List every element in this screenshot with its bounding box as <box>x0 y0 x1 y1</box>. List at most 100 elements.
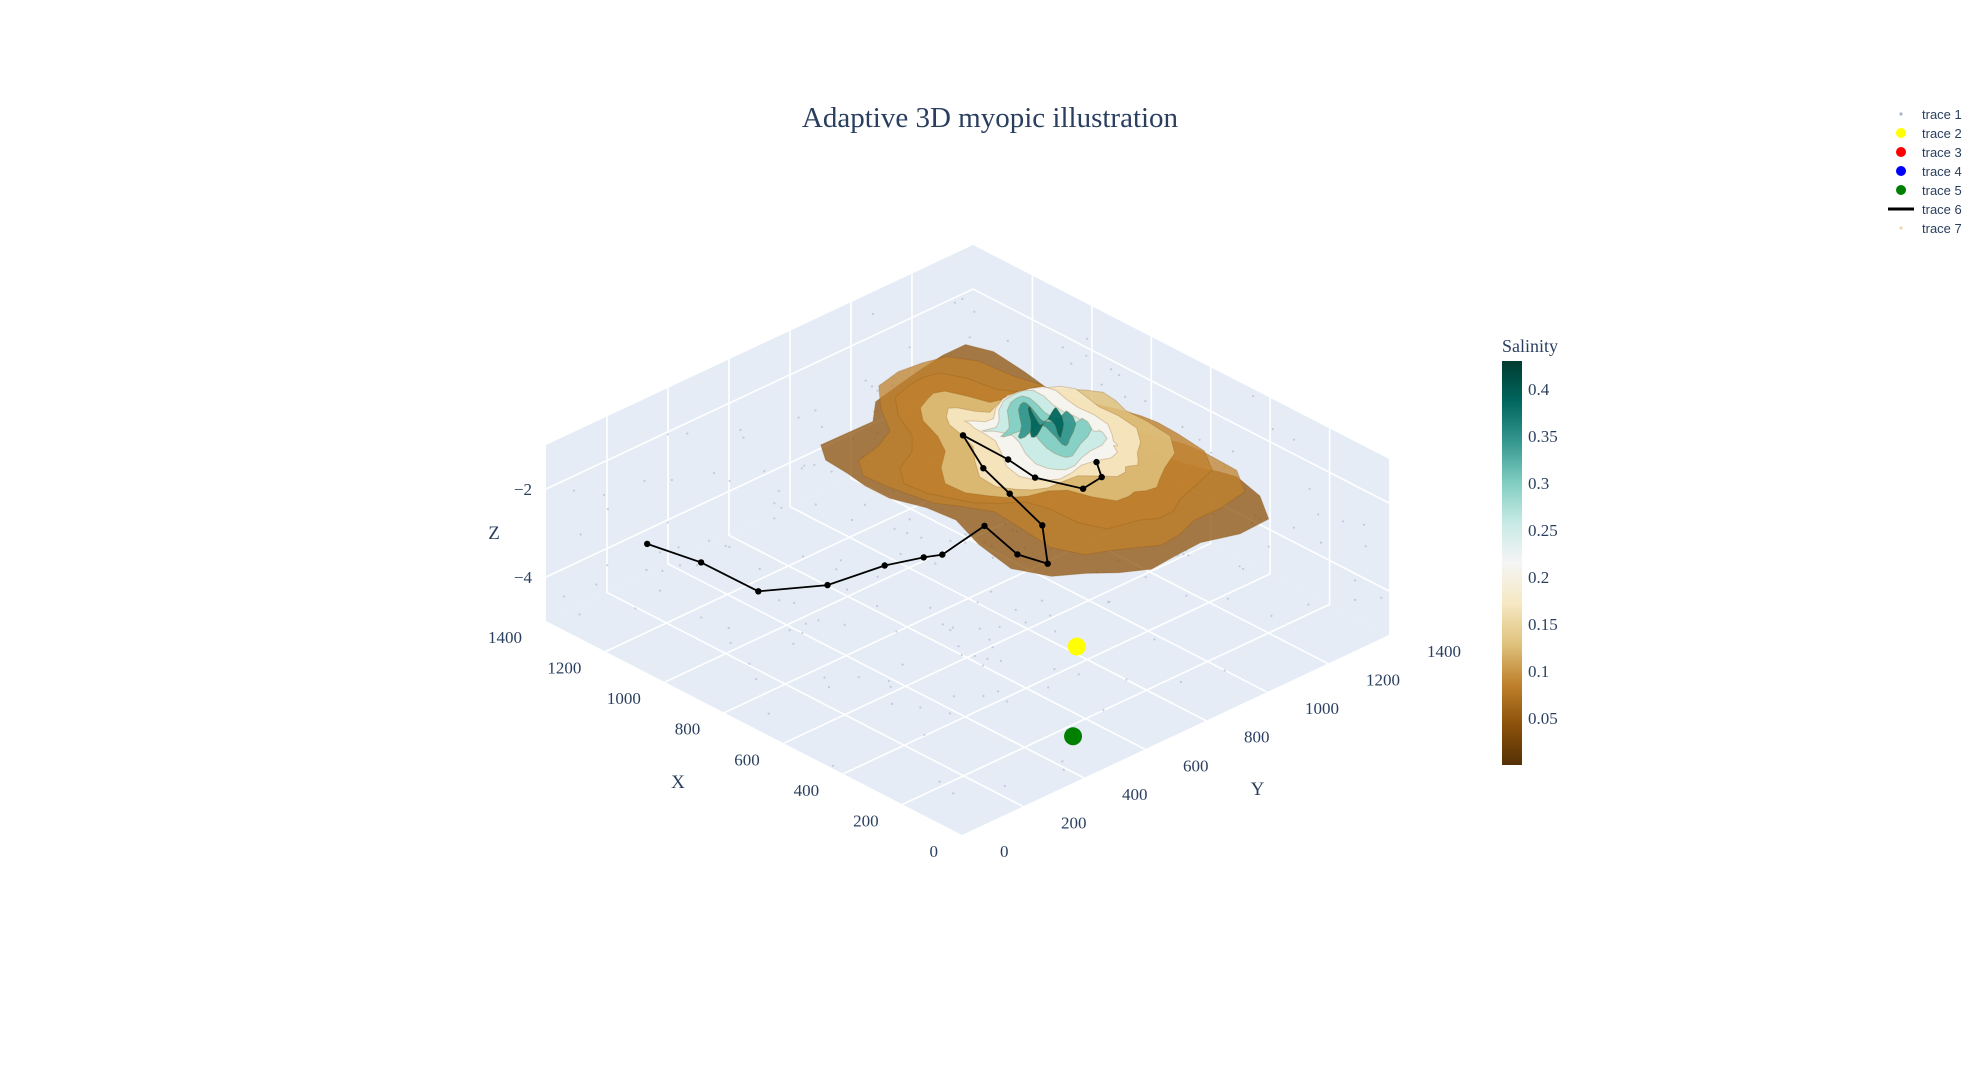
trace-1-point <box>964 533 967 536</box>
legend[interactable]: trace 1 trace 2 trace 3 trace 4 trace 5 trace… <box>1888 107 1962 236</box>
trace-1-point <box>696 564 699 567</box>
colorbar-gradient <box>1502 361 1522 765</box>
y-tick-label: 1000 <box>1305 699 1339 718</box>
trace-1-point <box>1187 554 1190 557</box>
legend-label: trace 4 <box>1922 164 1962 179</box>
x-tick-label: 200 <box>853 811 879 830</box>
trace-6-marker <box>920 554 927 561</box>
trace-1-point <box>973 654 976 658</box>
trace-6-marker <box>980 465 987 472</box>
legend-item[interactable]: trace 7 <box>1899 221 1962 236</box>
trace-1-point <box>1252 395 1255 398</box>
trace-1-point <box>1024 621 1027 624</box>
trace-6-marker <box>1039 522 1046 529</box>
legend-item[interactable]: trace 6 <box>1888 202 1962 217</box>
trace-6-marker <box>697 559 705 566</box>
trace-1-point <box>948 712 952 715</box>
legend-marker-swatch <box>1896 147 1906 157</box>
trace-1-point <box>1307 603 1310 606</box>
trace-1-point <box>1342 520 1345 523</box>
trace-1-point <box>1238 565 1241 568</box>
legend-label: trace 2 <box>1922 126 1962 141</box>
trace-1-point <box>677 546 680 549</box>
trace-1-point <box>1181 425 1184 429</box>
trace-1-point <box>998 625 1001 628</box>
legend-item[interactable]: trace 4 <box>1896 164 1962 179</box>
trace-1-point <box>961 297 964 301</box>
trace-1-point <box>1198 438 1201 441</box>
trace-1-point <box>863 503 867 506</box>
trace-1-point <box>923 733 926 737</box>
trace-1-point <box>1014 608 1017 612</box>
trace-1-point <box>661 569 664 573</box>
trace-1-point <box>1061 760 1064 763</box>
trace-1-point <box>1049 614 1052 617</box>
z-axis-title: Z <box>488 523 500 544</box>
trace-1-point <box>952 792 955 795</box>
trace-1-point <box>876 605 879 608</box>
trace-1-point <box>906 531 909 535</box>
trace-1-point <box>908 346 911 349</box>
legend-marker-swatch <box>1896 185 1906 195</box>
gridline-y <box>667 387 1085 779</box>
y-tick-label: 0 <box>1000 842 1009 861</box>
trace-1-point <box>951 626 955 629</box>
trace-1-point <box>793 601 796 605</box>
legend-marker-swatch <box>1896 166 1906 176</box>
trace-1-point <box>820 425 824 428</box>
legend-item[interactable]: trace 1 <box>1899 107 1962 122</box>
trace-6-marker <box>1014 551 1021 558</box>
trace-1-point <box>814 503 817 506</box>
trace-1-point <box>976 601 979 604</box>
trace-6-marker <box>644 540 651 548</box>
trace-1-point <box>728 479 731 483</box>
z-tick-label: −4 <box>514 568 533 587</box>
trace-1-point <box>929 606 932 610</box>
trace-1-point <box>797 416 800 419</box>
y-tick-label: 800 <box>1244 728 1270 747</box>
trace-1-point <box>778 599 781 602</box>
legend-item[interactable]: trace 5 <box>1896 183 1962 198</box>
trace-1-point <box>1062 768 1065 771</box>
x-tick-label: 1200 <box>547 659 581 678</box>
trace-1-point <box>728 545 731 549</box>
legend-item[interactable]: trace 2 <box>1896 126 1962 141</box>
trace-1-point <box>857 676 860 679</box>
gridline-y <box>728 359 1146 751</box>
y-tick-label: 1400 <box>1427 642 1461 661</box>
legend-item[interactable]: trace 3 <box>1896 145 1962 160</box>
trace-6-marker <box>755 588 762 595</box>
colorbar: Salinity 0.05 0.1 0.15 0.2 0.25 0.3 0.35 0.4 <box>1502 336 1558 765</box>
trace-1-point <box>666 433 670 436</box>
gridline-z <box>545 288 1390 504</box>
trace-1-point <box>893 527 896 530</box>
trace-1-point <box>1353 579 1357 582</box>
scene-3d[interactable]: 0 200 400 600 800 1000 1200 1400 0 200 400 600 800 10… <box>488 245 1461 861</box>
z-tick-label: −2 <box>514 480 532 499</box>
trace-6-marker <box>881 562 888 569</box>
trace-1-point <box>1182 553 1185 556</box>
surface-contour <box>1027 405 1065 439</box>
trace-2-marker <box>1067 637 1086 656</box>
trace-1-point <box>1117 374 1121 377</box>
trace-1-point <box>1061 346 1064 349</box>
trace-1-point <box>846 588 849 591</box>
y-tick-label: 400 <box>1122 785 1148 804</box>
trace-1-point <box>686 432 689 435</box>
trace-1-point <box>870 385 874 388</box>
gridline-x <box>783 367 1212 745</box>
trace-6 <box>644 432 1105 595</box>
trace-1-point <box>830 470 833 473</box>
trace-6-marker <box>1004 456 1012 463</box>
colorbar-tick-label: 0.3 <box>1528 474 1549 493</box>
trace-1-point <box>938 780 941 783</box>
trace-1-point <box>1354 598 1357 602</box>
trace-6-marker <box>1093 458 1100 466</box>
trace-1-point <box>968 336 971 339</box>
trace-1-point <box>1179 680 1182 684</box>
trace-1-point <box>952 695 955 698</box>
trace-1-point <box>1185 594 1188 597</box>
gridline-x <box>902 428 1331 806</box>
x-tick-label: 600 <box>734 750 760 769</box>
